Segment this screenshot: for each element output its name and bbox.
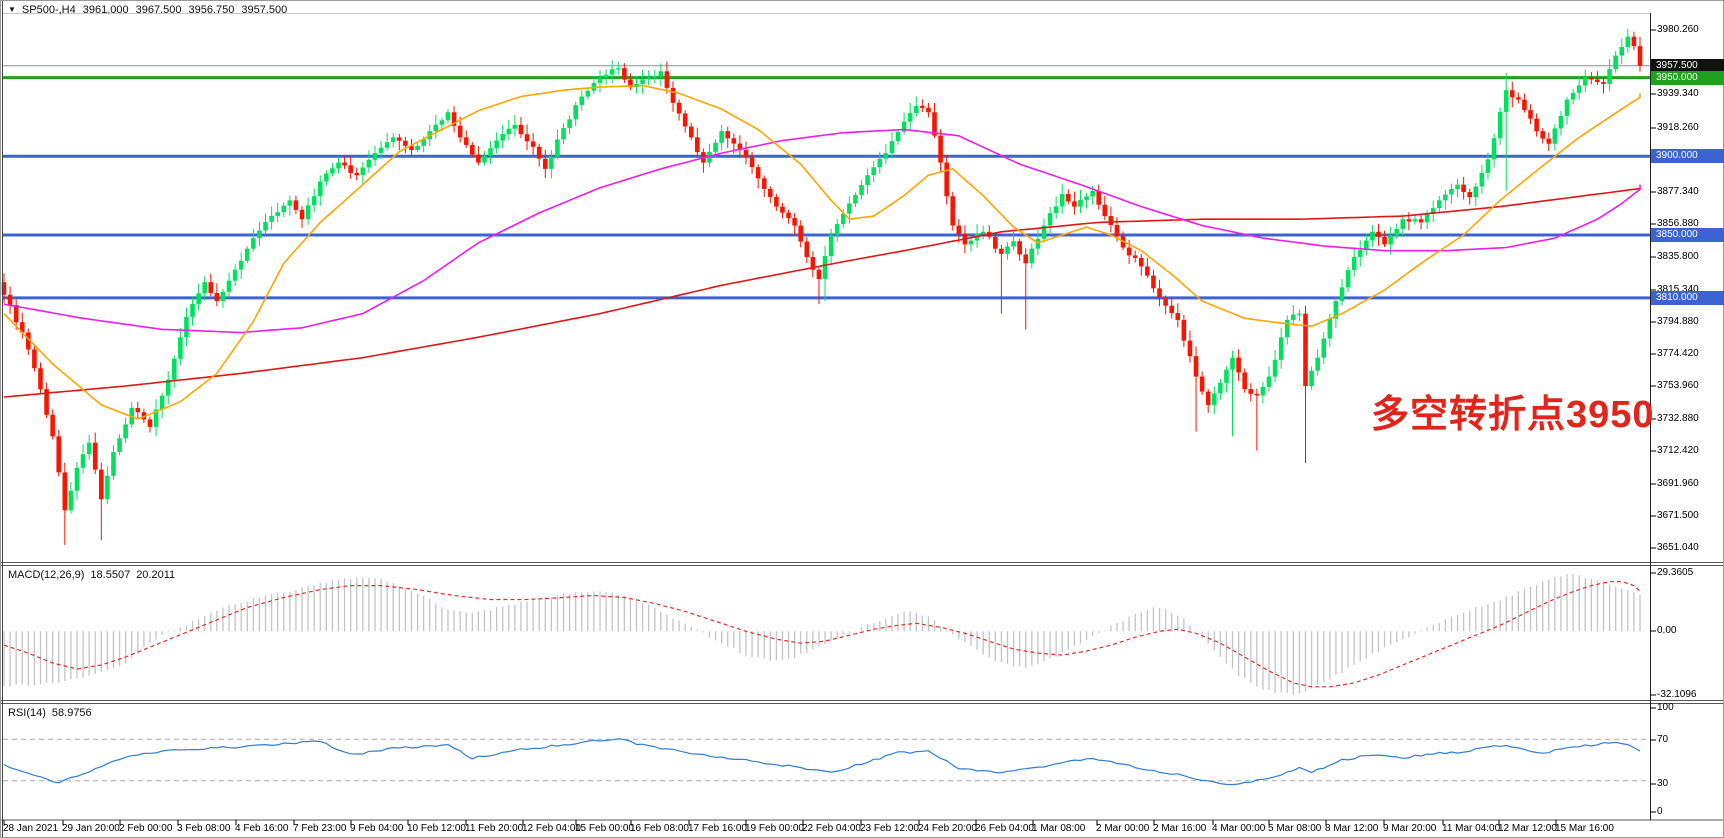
macd-signal-value: 20.2011: [136, 569, 176, 581]
price-tick-label: 3712.420: [1657, 445, 1699, 456]
price-level-badge: 3810.000: [1651, 291, 1724, 305]
time-tick-label: 5 Mar 08:00: [1268, 823, 1322, 834]
price-tick-label: 3877.340: [1657, 186, 1699, 197]
rsi-tick-label: 30: [1657, 778, 1669, 789]
time-tick-label: 28 Jan 2021: [3, 823, 59, 834]
ohlc-open: 3961.000: [82, 4, 129, 16]
macd-value: 18.5507: [90, 569, 131, 581]
time-tick-label: 26 Feb 04:00: [975, 823, 1034, 834]
price-level-badge: 3900.000: [1651, 149, 1724, 163]
rsi-tick-label: 0: [1657, 806, 1663, 817]
price-tick-label: 3794.880: [1657, 316, 1699, 327]
time-tick-label: 15 Feb 00:00: [575, 823, 634, 834]
time-tick-label: 7 Feb 23:00: [293, 823, 347, 834]
ohlc-low: 3956.750: [188, 4, 235, 16]
symbol-period-label: SP500-,H4: [21, 4, 76, 16]
time-tick-label: 23 Feb 12:00: [860, 823, 919, 834]
rsi-tick-label: 100: [1657, 702, 1674, 713]
rsi-value: 58.9756: [51, 707, 92, 719]
macd-tick-label: -32.1096: [1657, 689, 1697, 700]
time-tick-label: 2 Mar 00:00: [1096, 823, 1150, 834]
time-tick-label: 3 Feb 08:00: [177, 823, 231, 834]
rsi-panel[interactable]: [3, 703, 1650, 819]
time-tick-label: 10 Feb 12:00: [407, 823, 466, 834]
macd-tick-label: 0.00: [1657, 625, 1677, 636]
price-tick-label: 3691.960: [1657, 478, 1699, 489]
time-tick-label: 4 Mar 00:00: [1212, 823, 1266, 834]
time-tick-label: 29 Jan 20:00: [62, 823, 120, 834]
main-chart-panel[interactable]: [3, 14, 1650, 562]
macd-name: MACD(12,26,9): [8, 569, 85, 581]
time-tick-label: 11 Feb 20:00: [465, 823, 524, 834]
price-level-badge: 3850.000: [1651, 228, 1724, 242]
collapse-chart-icon: ▼: [8, 5, 16, 14]
price-tick-label: 3918.260: [1657, 122, 1699, 133]
chart-title-bar: ▼ SP500-,H4 3961.000 3967.500 3956.750 3957.5…: [8, 4, 287, 16]
annotation-text[interactable]: 多空转折点3950: [1371, 394, 1655, 436]
rsi-name: RSI(14): [8, 707, 46, 719]
time-tick-label: 9 Mar 20:00: [1383, 823, 1437, 834]
price-level-badge: 3957.500: [1651, 59, 1724, 73]
price-tick-label: 3856.880: [1657, 218, 1699, 229]
time-tick-label: 16 Feb 08:00: [630, 823, 689, 834]
time-tick-label: 12 Mar 12:00: [1498, 823, 1557, 834]
price-tick-label: 3835.800: [1657, 251, 1699, 262]
price-tick-label: 3671.500: [1657, 510, 1699, 521]
macd-tick-label: 29.3605: [1657, 567, 1694, 578]
time-tick-label: 4 Feb 16:00: [235, 823, 289, 834]
macd-panel[interactable]: [3, 565, 1650, 700]
price-tick-label: 3651.040: [1657, 542, 1699, 553]
price-level-badge: 3950.000: [1651, 71, 1724, 85]
ohlc-high: 3967.500: [135, 4, 182, 16]
time-tick-label: 12 Feb 04:00: [522, 823, 581, 834]
time-tick-label: 22 Feb 04:00: [802, 823, 861, 834]
time-tick-label: 2 Feb 00:00: [119, 823, 173, 834]
time-tick-label: 8 Mar 12:00: [1325, 823, 1379, 834]
price-tick-label: 3815.340: [1657, 284, 1699, 295]
macd-indicator-label: MACD(12,26,9) 18.5507 20.2011: [8, 569, 175, 581]
time-tick-label: 17 Feb 16:00: [688, 823, 747, 834]
price-tick-label: 3939.340: [1657, 88, 1699, 99]
time-tick-label: 1 Mar 08:00: [1032, 823, 1086, 834]
time-tick-label: 11 Mar 04:00: [1442, 823, 1501, 834]
time-tick-label: 24 Feb 20:00: [918, 823, 977, 834]
ohlc-close: 3957.500: [241, 4, 288, 16]
price-tick-label: 3980.260: [1657, 24, 1699, 35]
rsi-tick-label: 70: [1657, 734, 1669, 745]
time-tick-label: 9 Feb 04:00: [350, 823, 404, 834]
time-tick-label: 2 Mar 16:00: [1153, 823, 1207, 834]
price-tick-label: 3732.880: [1657, 413, 1699, 424]
price-tick-label: 3753.960: [1657, 380, 1699, 391]
time-tick-label: 15 Mar 16:00: [1555, 823, 1614, 834]
rsi-indicator-label: RSI(14) 58.9756: [8, 707, 92, 719]
time-tick-label: 19 Feb 00:00: [745, 823, 804, 834]
price-tick-label: 3774.420: [1657, 348, 1699, 359]
